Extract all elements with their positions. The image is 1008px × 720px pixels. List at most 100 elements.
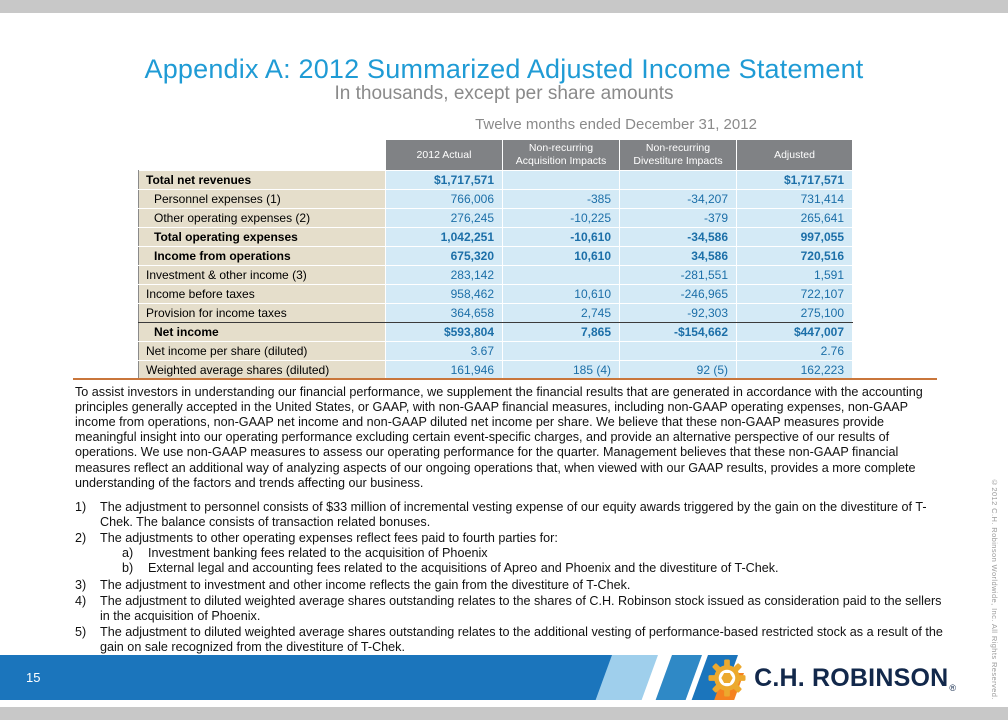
cell-adjusted: 275,100 <box>736 303 853 323</box>
cell-2012-actual: 276,245 <box>385 208 503 228</box>
registered-mark: ® <box>949 683 956 693</box>
table-body: Total net revenues $1,717,571 $1,717,571 Pe… <box>138 170 853 380</box>
row-label: Investment & other income (3) <box>138 265 386 285</box>
cell-adjusted: 731,414 <box>736 189 853 209</box>
cell-acquisition-impact: -10,610 <box>502 227 620 247</box>
row-label: Personnel expenses (1) <box>138 189 386 209</box>
cell-2012-actual: 675,320 <box>385 246 503 266</box>
note-number: 3) <box>75 577 87 592</box>
cell-acquisition-impact: 185 (4) <box>502 360 620 380</box>
top-border-strip <box>0 0 1008 13</box>
table-row: Personnel expenses (1) 766,006 -385 -34,207… <box>138 189 853 209</box>
note-number: 2) <box>75 531 87 546</box>
note-text: The adjustment to diluted weighted avera… <box>100 624 943 654</box>
note-sub-text: External legal and accounting fees relat… <box>148 561 779 576</box>
cell-divestiture-impact: -$154,662 <box>619 322 737 342</box>
cell-divestiture-impact: -92,303 <box>619 303 737 323</box>
gear-icon <box>708 659 746 697</box>
cell-divestiture-impact: -379 <box>619 208 737 228</box>
notes-list: 1) The adjustment to personnel consists o… <box>75 500 947 656</box>
column-header: Non-recurring Acquisition Impacts <box>502 139 620 171</box>
cell-2012-actual: 283,142 <box>385 265 503 285</box>
cell-acquisition-impact: 10,610 <box>502 284 620 304</box>
note-text: The adjustment to diluted weighted avera… <box>100 593 942 623</box>
cell-2012-actual: 161,946 <box>385 360 503 380</box>
cell-adjusted: 722,107 <box>736 284 853 304</box>
cell-acquisition-impact: 7,865 <box>502 322 620 342</box>
note-item: 3) The adjustment to investment and other… <box>75 578 947 593</box>
row-label: Income before taxes <box>138 284 386 304</box>
note-text: The adjustment to personnel consists of … <box>100 500 927 530</box>
table-row: Income before taxes 958,462 10,610 -246,965… <box>138 284 853 304</box>
label-column-spacer <box>139 140 386 171</box>
note-item: 5) The adjustment to diluted weighted ave… <box>75 625 947 655</box>
cell-acquisition-impact <box>502 170 620 190</box>
row-label: Net income per share (diluted) <box>138 341 386 361</box>
cell-acquisition-impact <box>502 265 620 285</box>
table-row: Total net revenues $1,717,571 $1,717,571 <box>138 170 853 190</box>
cell-2012-actual: 766,006 <box>385 189 503 209</box>
header-row: 2012 Actual Non-recurring Acquisition Imp… <box>139 139 853 171</box>
note-number: 5) <box>75 624 87 639</box>
cell-adjusted: $1,717,571 <box>736 170 853 190</box>
note-sub-letter: a) <box>122 546 134 561</box>
page-number: 15 <box>26 670 41 685</box>
note-sub-item: a) Investment banking fees related to the… <box>122 546 947 561</box>
note-text: The adjustment to investment and other i… <box>100 577 631 592</box>
row-label: Provision for income taxes <box>138 303 386 323</box>
column-header: 2012 Actual <box>385 139 503 171</box>
income-statement-table: 2012 Actual Non-recurring Acquisition Imp… <box>138 139 853 380</box>
cell-2012-actual: $1,717,571 <box>385 170 503 190</box>
cell-adjusted: 720,516 <box>736 246 853 266</box>
cell-adjusted: 997,055 <box>736 227 853 247</box>
table-row: Income from operations 675,320 10,610 34,58… <box>138 246 853 266</box>
cell-divestiture-impact: 34,586 <box>619 246 737 266</box>
cell-divestiture-impact: -281,551 <box>619 265 737 285</box>
company-logo: C.H. ROBINSON ® <box>708 658 956 698</box>
cell-2012-actual: 958,462 <box>385 284 503 304</box>
cell-adjusted: $447,007 <box>736 322 853 342</box>
note-item: 2) The adjustments to other operating exp… <box>75 531 947 576</box>
cell-adjusted: 2.76 <box>736 341 853 361</box>
bottom-border-strip <box>0 707 1008 720</box>
table-caption: Twelve months ended December 31, 2012 <box>475 116 757 133</box>
note-item: 1) The adjustment to personnel consists o… <box>75 500 947 530</box>
table-row: Weighted average shares (diluted) 161,946… <box>138 360 853 380</box>
cell-2012-actual: 364,658 <box>385 303 503 323</box>
note-number: 1) <box>75 500 87 514</box>
cell-acquisition-impact: -10,225 <box>502 208 620 228</box>
table-row: Other operating expenses (2) 276,245 -10,2… <box>138 208 853 228</box>
cell-acquisition-impact: 2,745 <box>502 303 620 323</box>
cell-divestiture-impact: -246,965 <box>619 284 737 304</box>
note-sub-text: Investment banking fees related to the a… <box>148 546 488 561</box>
column-header: Adjusted <box>736 139 853 171</box>
row-label: Income from operations <box>138 246 386 266</box>
cell-2012-actual: 3.67 <box>385 341 503 361</box>
table-row: Provision for income taxes 364,658 2,745 -9… <box>138 303 853 323</box>
table-row: Investment & other income (3) 283,142 -281… <box>138 265 853 285</box>
cell-divestiture-impact: -34,586 <box>619 227 737 247</box>
footer-bar: 15 <box>0 655 618 700</box>
logo-text: C.H. ROBINSON <box>754 663 949 692</box>
row-label: Net income <box>138 322 386 342</box>
cell-2012-actual: $593,804 <box>385 322 503 342</box>
cell-divestiture-impact: 92 (5) <box>619 360 737 380</box>
divider-line <box>73 378 937 380</box>
cell-adjusted: 1,591 <box>736 265 853 285</box>
note-sub-letter: b) <box>122 561 134 576</box>
cell-acquisition-impact <box>502 341 620 361</box>
cell-acquisition-impact: -385 <box>502 189 620 209</box>
cell-divestiture-impact: -34,207 <box>619 189 737 209</box>
row-label: Weighted average shares (diluted) <box>138 360 386 380</box>
cell-acquisition-impact: 10,610 <box>502 246 620 266</box>
gaap-disclosure-paragraph: To assist investors in understanding our… <box>75 385 923 490</box>
table-row: Net income $593,804 7,865 -$154,662 $447,007 <box>138 322 853 342</box>
note-item: 4) The adjustment to diluted weighted ave… <box>75 594 947 624</box>
table-row: Total operating expenses 1,042,251 -10,610… <box>138 227 853 247</box>
cell-divestiture-impact <box>619 341 737 361</box>
cell-adjusted: 265,641 <box>736 208 853 228</box>
cell-adjusted: 162,223 <box>736 360 853 380</box>
note-text: The adjustments to other operating expen… <box>100 531 947 576</box>
note-number: 4) <box>75 593 87 608</box>
